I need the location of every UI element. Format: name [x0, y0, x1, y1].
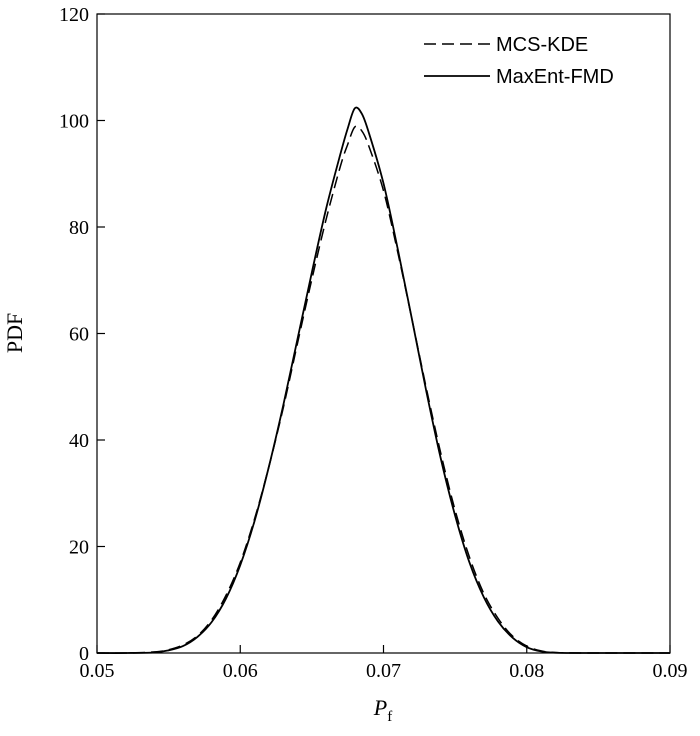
y-tick-label: 120	[59, 4, 89, 26]
y-tick-label: 40	[69, 430, 89, 452]
series-line-maxent-fmd	[96, 106, 671, 654]
x-tick-label: 0.07	[366, 660, 401, 682]
x-tick-label: 0.09	[653, 660, 688, 682]
x-axis: 0.05 0.06 0.07 0.08 0.09	[80, 645, 688, 682]
x-axis-title-subscript: f	[387, 709, 392, 725]
y-tick-label: 60	[69, 324, 89, 346]
y-axis: 0 20 40 60 80 100 120	[59, 4, 105, 665]
plot-area	[96, 13, 671, 654]
x-axis-title-main: P	[373, 695, 387, 720]
legend-label-mcs-kde: MCS-KDE	[496, 34, 588, 56]
y-tick-label: 0	[79, 643, 89, 665]
x-tick-label: 0.05	[80, 660, 115, 682]
legend: MCS-KDE MaxEnt-FMD	[424, 34, 614, 88]
x-tick-label: 0.06	[223, 660, 258, 682]
y-tick-label: 80	[69, 217, 89, 239]
y-axis-title: PDF	[2, 313, 27, 353]
y-tick-label: 20	[69, 537, 89, 559]
legend-label-maxent-fmd: MaxEnt-FMD	[496, 66, 614, 88]
series-layer	[96, 106, 671, 654]
series-line-mcs-kde	[96, 125, 671, 654]
x-tick-label: 0.08	[509, 660, 544, 682]
x-axis-title: Pf	[373, 695, 392, 725]
y-tick-label: 100	[59, 111, 89, 133]
